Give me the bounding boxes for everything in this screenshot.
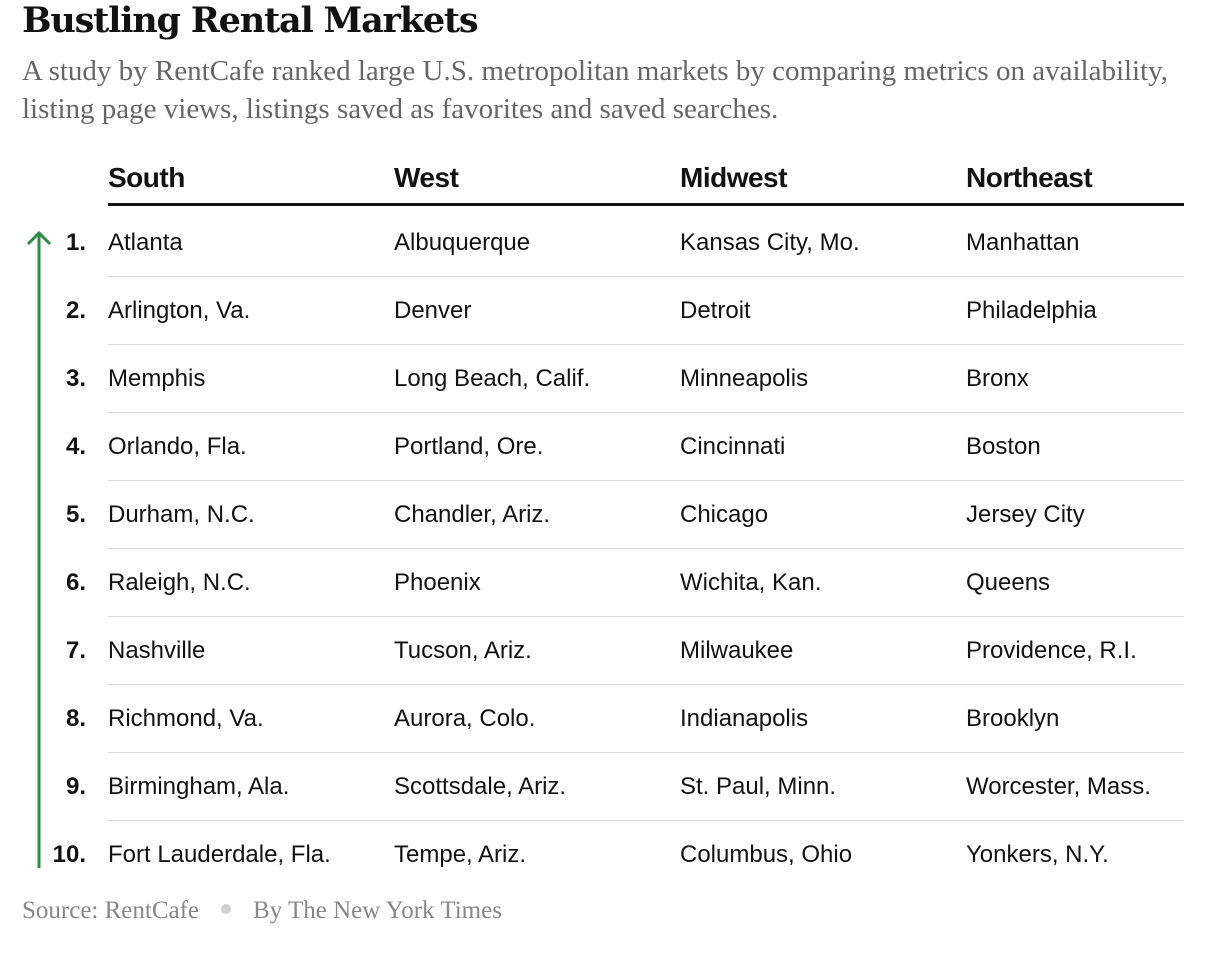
page-title: Bustling Rental Markets <box>22 0 479 41</box>
row-divider <box>108 616 1184 617</box>
city-cell-south: Memphis <box>108 365 206 392</box>
rank-number: 10. <box>52 841 86 868</box>
city-cell-south: Nashville <box>108 637 206 664</box>
city-cell-south: Orlando, Fla. <box>108 433 247 460</box>
city-cell-midwest: Kansas City, Mo. <box>680 229 860 256</box>
rank-number: 6. <box>65 569 86 596</box>
row-divider <box>108 820 1184 821</box>
city-cell-northeast: Brooklyn <box>966 705 1060 732</box>
row-divider <box>108 684 1184 685</box>
row-divider <box>108 412 1184 413</box>
column-header-northeast: Northeast <box>966 162 1093 193</box>
city-cell-midwest: Milwaukee <box>680 637 794 664</box>
city-cell-midwest: Detroit <box>680 297 751 324</box>
city-cell-west: Portland, Ore. <box>394 433 544 460</box>
city-cell-west: Phoenix <box>394 569 481 596</box>
column-header-south: South <box>108 162 185 193</box>
rank-number: 7. <box>65 637 86 664</box>
rank-number: 3. <box>65 365 86 392</box>
city-cell-northeast: Worcester, Mass. <box>966 773 1151 800</box>
table-row: 6. Raleigh, N.C. Phoenix Wichita, Kan. Queen… <box>0 549 1228 617</box>
rank-number: 2. <box>65 297 86 324</box>
city-cell-midwest: St. Paul, Minn. <box>680 773 837 800</box>
city-cell-northeast: Manhattan <box>966 229 1080 256</box>
table-row: 2. Arlington, Va. Denver Detroit Philadelphi… <box>0 277 1228 345</box>
column-header-midwest: Midwest <box>680 162 787 193</box>
table-row: 8. Richmond, Va. Aurora, Colo. Indianapolis… <box>0 685 1228 753</box>
city-cell-northeast: Boston <box>966 433 1041 460</box>
city-cell-west: Chandler, Ariz. <box>394 501 551 528</box>
city-cell-south: Durham, N.C. <box>108 501 255 528</box>
credit-text: By The New York Times <box>253 897 502 924</box>
city-cell-south: Richmond, Va. <box>108 705 264 732</box>
city-cell-south: Raleigh, N.C. <box>108 569 251 596</box>
rank-number: 1. <box>65 229 86 256</box>
arrow-up-icon <box>26 230 52 868</box>
table-row: 3. Memphis Long Beach, Calif. Minneapolis Br… <box>0 345 1228 413</box>
page-subtitle: A study by RentCafe ranked large U.S. me… <box>22 55 1169 125</box>
city-cell-northeast: Yonkers, N.Y. <box>966 841 1109 868</box>
city-cell-south: Birmingham, Ala. <box>108 773 290 800</box>
city-cell-south: Atlanta <box>108 229 183 256</box>
city-cell-northeast: Jersey City <box>966 501 1085 528</box>
footer: Source: RentCafe By The New York Times <box>22 897 502 925</box>
city-cell-south: Arlington, Va. <box>108 297 251 324</box>
row-divider <box>108 276 1184 277</box>
row-divider <box>108 548 1184 549</box>
rank-number: 5. <box>65 501 86 528</box>
table-row: 5. Durham, N.C. Chandler, Ariz. Chicago Jers… <box>0 481 1228 549</box>
city-cell-west: Scottsdale, Ariz. <box>394 773 567 800</box>
city-cell-northeast: Queens <box>966 569 1051 596</box>
city-cell-west: Tempe, Ariz. <box>394 841 527 868</box>
row-divider <box>108 480 1184 481</box>
city-cell-midwest: Wichita, Kan. <box>680 569 822 596</box>
city-cell-midwest: Indianapolis <box>680 705 809 732</box>
table-row: 1. Atlanta Albuquerque Kansas City, Mo. Manh… <box>0 209 1228 277</box>
source-text: Source: RentCafe <box>22 897 200 924</box>
dot-separator-icon <box>221 904 232 914</box>
city-cell-northeast: Providence, R.I. <box>966 637 1137 664</box>
table-row: 4. Orlando, Fla. Portland, Ore. Cincinnati B… <box>0 413 1228 481</box>
table-row: 10. Fort Lauderdale, Fla. Tempe, Ariz. Colu… <box>0 821 1228 889</box>
city-cell-west: Aurora, Colo. <box>394 705 536 732</box>
table-header: South West Midwest Northeast <box>108 150 1184 206</box>
city-cell-west: Long Beach, Calif. <box>394 365 591 392</box>
city-cell-northeast: Bronx <box>966 365 1029 392</box>
city-cell-midwest: Chicago <box>680 501 769 528</box>
city-cell-northeast: Philadelphia <box>966 297 1097 324</box>
row-divider <box>108 344 1184 345</box>
city-cell-south: Fort Lauderdale, Fla. <box>108 841 331 868</box>
rank-number: 4. <box>65 433 86 460</box>
city-cell-west: Denver <box>394 297 472 324</box>
city-cell-midwest: Minneapolis <box>680 365 809 392</box>
table-row: 7. Nashville Tucson, Ariz. Milwaukee Provide… <box>0 617 1228 685</box>
table-row: 9. Birmingham, Ala. Scottsdale, Ariz. St. P… <box>0 753 1228 821</box>
rank-number: 9. <box>65 773 86 800</box>
city-cell-midwest: Cincinnati <box>680 433 786 460</box>
city-cell-midwest: Columbus, Ohio <box>680 841 853 868</box>
city-cell-west: Tucson, Ariz. <box>394 637 532 664</box>
column-header-west: West <box>394 162 459 193</box>
row-divider <box>108 752 1184 753</box>
rank-number: 8. <box>65 705 86 732</box>
city-cell-west: Albuquerque <box>394 229 531 256</box>
